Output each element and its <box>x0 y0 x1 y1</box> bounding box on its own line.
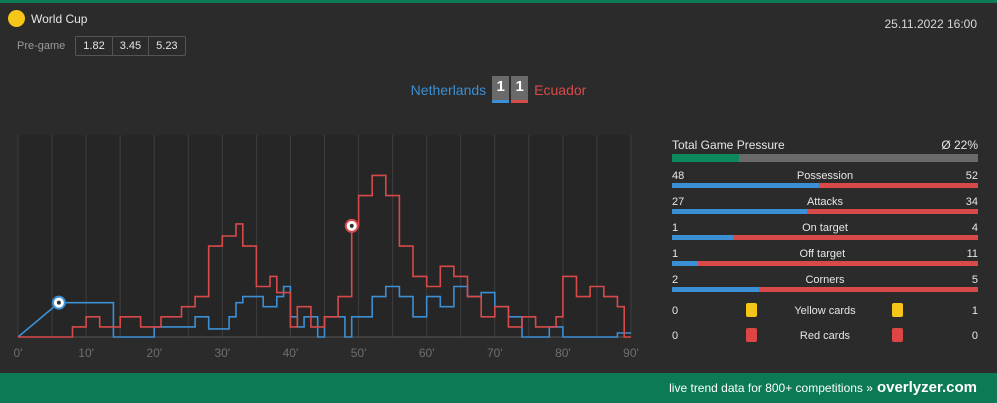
card-label: Red cards <box>799 329 851 342</box>
stat-label: Possession <box>796 170 854 182</box>
x-tick-label: 70' <box>487 346 503 360</box>
stat-off-target: 1 Off target 11 <box>672 248 978 266</box>
goal-ball-center <box>56 300 61 305</box>
stat-bar-home <box>672 183 819 188</box>
competition-header[interactable]: World Cup <box>8 10 87 27</box>
card-home-value: 0 <box>672 329 679 342</box>
stat-bar-home <box>672 209 808 214</box>
stat-away-value: 4 <box>971 222 978 234</box>
red-card-icon <box>892 328 903 342</box>
stats-panel: Total Game Pressure Ø 22% 48 Possession 52… <box>672 138 978 348</box>
stat-home-value: 48 <box>672 170 685 182</box>
stat-corners: 2 Corners 5 <box>672 274 978 292</box>
stat-yellow-cards: 0 Yellow cards 1 <box>672 298 978 323</box>
stat-bar <box>672 287 978 292</box>
stat-attacks: 27 Attacks 34 <box>672 196 978 214</box>
stat-bar <box>672 235 978 240</box>
x-tick-label: 0' <box>14 346 23 360</box>
tgp-label: Total Game Pressure <box>672 138 785 152</box>
stat-home-value: 1 <box>672 222 679 234</box>
footer-promo[interactable]: live trend data for 800+ competitions » … <box>669 379 977 396</box>
stat-label: Corners <box>805 274 845 286</box>
x-tick-label: 30' <box>215 346 231 360</box>
stat-row: 27 Attacks 34 <box>672 196 978 208</box>
stat-bar <box>672 209 978 214</box>
home-team-name[interactable]: Netherlands <box>410 81 487 98</box>
stat-bar-home <box>672 261 698 266</box>
stat-row: 1 Off target 11 <box>672 248 978 260</box>
x-tick-label: 90' <box>623 346 639 360</box>
stat-bar-home <box>672 287 760 292</box>
tgp-bar-fill <box>672 154 740 162</box>
away-team-name[interactable]: Ecuador <box>534 81 587 98</box>
card-away-value: 1 <box>971 304 978 317</box>
goal-ball-center <box>349 223 354 228</box>
card-label: Yellow cards <box>794 304 856 317</box>
competition-icon <box>8 10 25 27</box>
odd-away[interactable]: 5.23 <box>156 40 178 52</box>
score-box: 1 1 <box>492 76 529 103</box>
stat-bar-away <box>759 287 978 292</box>
stat-bar-away <box>733 235 978 240</box>
x-tick-label: 10' <box>78 346 94 360</box>
trend-chart: 0' 10' 20' 30' 40' 50' 60' 70' 80' 90' <box>14 135 639 360</box>
stat-bar-home <box>672 235 734 240</box>
stat-possession: 48 Possession 52 <box>672 170 978 188</box>
stat-bar-away <box>818 183 978 188</box>
tgp-value: Ø 22% <box>941 138 978 152</box>
stat-bar <box>672 183 978 188</box>
stat-home-value: 2 <box>672 274 679 286</box>
stat-away-value: 52 <box>965 170 978 182</box>
stat-label: Attacks <box>806 196 844 208</box>
scoreline: Netherlands 1 1 Ecuador <box>0 76 997 103</box>
competition-name: World Cup <box>31 11 88 26</box>
odds-group: 1.82 3.45 5.23 <box>75 36 186 56</box>
card-home-value: 0 <box>672 304 679 317</box>
stat-row: 2 Corners 5 <box>672 274 978 286</box>
top-accent-bar <box>0 0 997 3</box>
stat-row: 48 Possession 52 <box>672 170 978 182</box>
card-away-value: 0 <box>971 329 978 342</box>
x-tick-label: 80' <box>555 346 571 360</box>
away-score: 1 <box>511 76 529 103</box>
pregame-label: Pre-game <box>17 40 66 52</box>
yellow-card-icon <box>892 303 903 317</box>
x-tick-label: 20' <box>146 346 162 360</box>
stat-row: 1 On target 4 <box>672 222 978 234</box>
stat-home-value: 1 <box>672 248 679 260</box>
x-tick-label: 40' <box>283 346 299 360</box>
stat-label: Off target <box>799 248 846 260</box>
x-tick-label: 60' <box>419 346 435 360</box>
stat-bar <box>672 261 978 266</box>
odd-draw[interactable]: 3.45 <box>113 37 150 55</box>
pregame-odds: Pre-game 1.82 3.45 5.23 <box>17 36 186 56</box>
red-card-icon <box>746 328 757 342</box>
tgp-bar <box>672 154 978 162</box>
total-game-pressure: Total Game Pressure Ø 22% <box>672 138 978 152</box>
home-score: 1 <box>492 76 510 103</box>
footer-text: live trend data for 800+ competitions » <box>669 381 873 395</box>
stat-label: On target <box>802 222 848 234</box>
stat-bar-away <box>807 209 978 214</box>
yellow-card-icon <box>746 303 757 317</box>
stat-home-value: 27 <box>672 196 685 208</box>
stat-away-value: 11 <box>966 248 978 260</box>
odd-home[interactable]: 1.82 <box>76 37 113 55</box>
stat-red-cards: 0 Red cards 0 <box>672 323 978 348</box>
stat-away-value: 5 <box>971 274 978 286</box>
brand-logo[interactable]: overlyzer.com <box>876 379 977 396</box>
stat-away-value: 34 <box>965 196 978 208</box>
stat-bar-away <box>697 261 978 266</box>
x-tick-label: 50' <box>351 346 367 360</box>
match-datetime: 25.11.2022 16:00 <box>884 17 977 31</box>
stat-on-target: 1 On target 4 <box>672 222 978 240</box>
footer-bar[interactable]: live trend data for 800+ competitions » … <box>0 373 997 403</box>
